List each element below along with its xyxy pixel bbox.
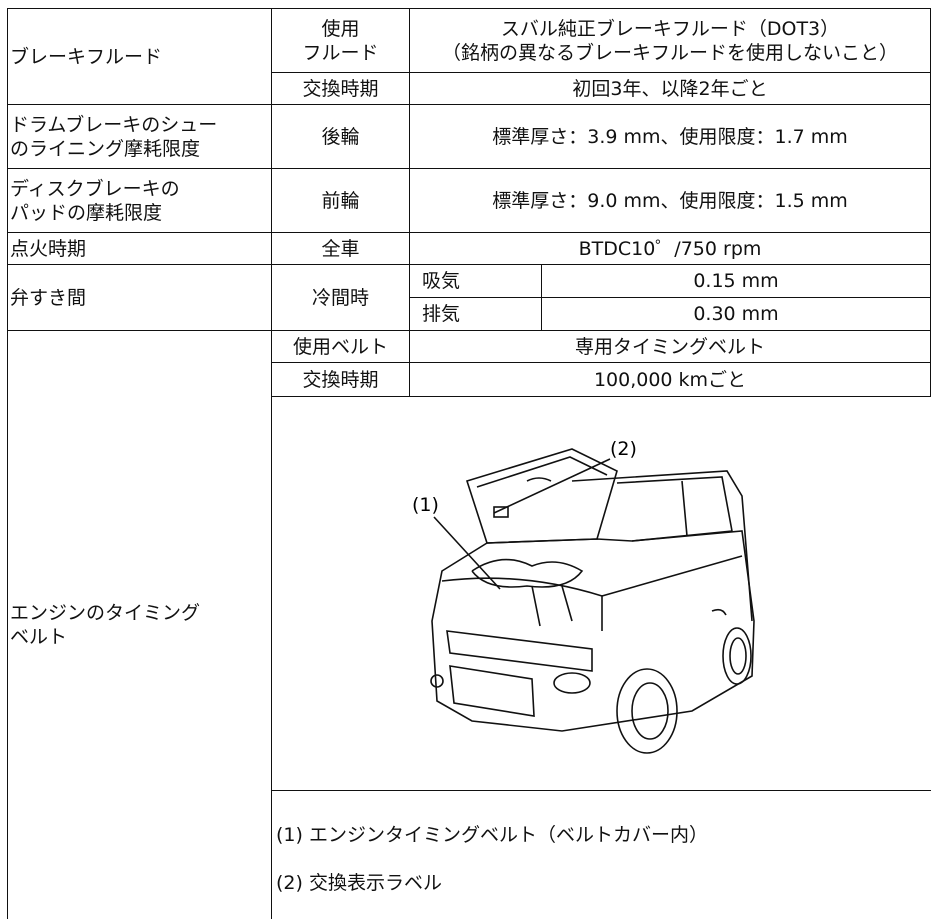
item-label: エンジンのタイミング ベルト (8, 331, 272, 919)
sub-label: 使用 フルード (272, 9, 410, 73)
car-illustration (431, 449, 754, 753)
sub-label: 使用ベルト (272, 331, 410, 363)
figure-cell: (1) (2) (272, 397, 931, 791)
value: 0.15 mm (542, 265, 931, 298)
caption-line: (1) エンジンタイミングベルト（ベルトカバー内） (276, 823, 927, 847)
spec-table: ブレーキフルード 使用 フルード スバル純正ブレーキフルード（DOT3） （銘柄… (7, 8, 931, 919)
item-label: 弁すき間 (8, 265, 272, 331)
sub-label: 全車 (272, 233, 410, 265)
value: BTDC10゜/750 rpm (410, 233, 931, 265)
sub-label: 後輪 (272, 105, 410, 169)
item-label: 点火時期 (8, 233, 272, 265)
value: 標準厚さ：9.0 mm、使用限度：1.5 mm (410, 169, 931, 233)
value: スバル純正ブレーキフルード（DOT3） （銘柄の異なるブレーキフルードを使用しな… (410, 9, 931, 73)
value: 専用タイミングベルト (410, 331, 931, 363)
value: 標準厚さ：3.9 mm、使用限度：1.7 mm (410, 105, 931, 169)
page: ブレーキフルード 使用 フルード スバル純正ブレーキフルード（DOT3） （銘柄… (0, 0, 935, 802)
sub-label: 交換時期 (272, 363, 410, 397)
sub-label: 冷間時 (272, 265, 410, 331)
car-figure: (1) (2) (272, 421, 792, 766)
callout: (1) (412, 494, 439, 516)
item-label: ドラムブレーキのシュー のライニング摩耗限度 (8, 105, 272, 169)
sub-label: 吸気 (410, 265, 542, 298)
item-label: ブレーキフルード (8, 9, 272, 105)
item-label: ディスクブレーキの パッドの摩耗限度 (8, 169, 272, 233)
sub-label: 交換時期 (272, 73, 410, 105)
value: 初回3年、以降2年ごと (410, 73, 931, 105)
callout: (2) (610, 438, 637, 460)
sub-label: 前輪 (272, 169, 410, 233)
value: 0.30 mm (542, 298, 931, 331)
caption: (1) エンジンタイミングベルト（ベルトカバー内） (2) 交換表示ラベル (272, 791, 931, 919)
sub-label: 排気 (410, 298, 542, 331)
value: 100,000 kmごと (410, 363, 931, 397)
caption-line: (2) 交換表示ラベル (276, 871, 927, 895)
